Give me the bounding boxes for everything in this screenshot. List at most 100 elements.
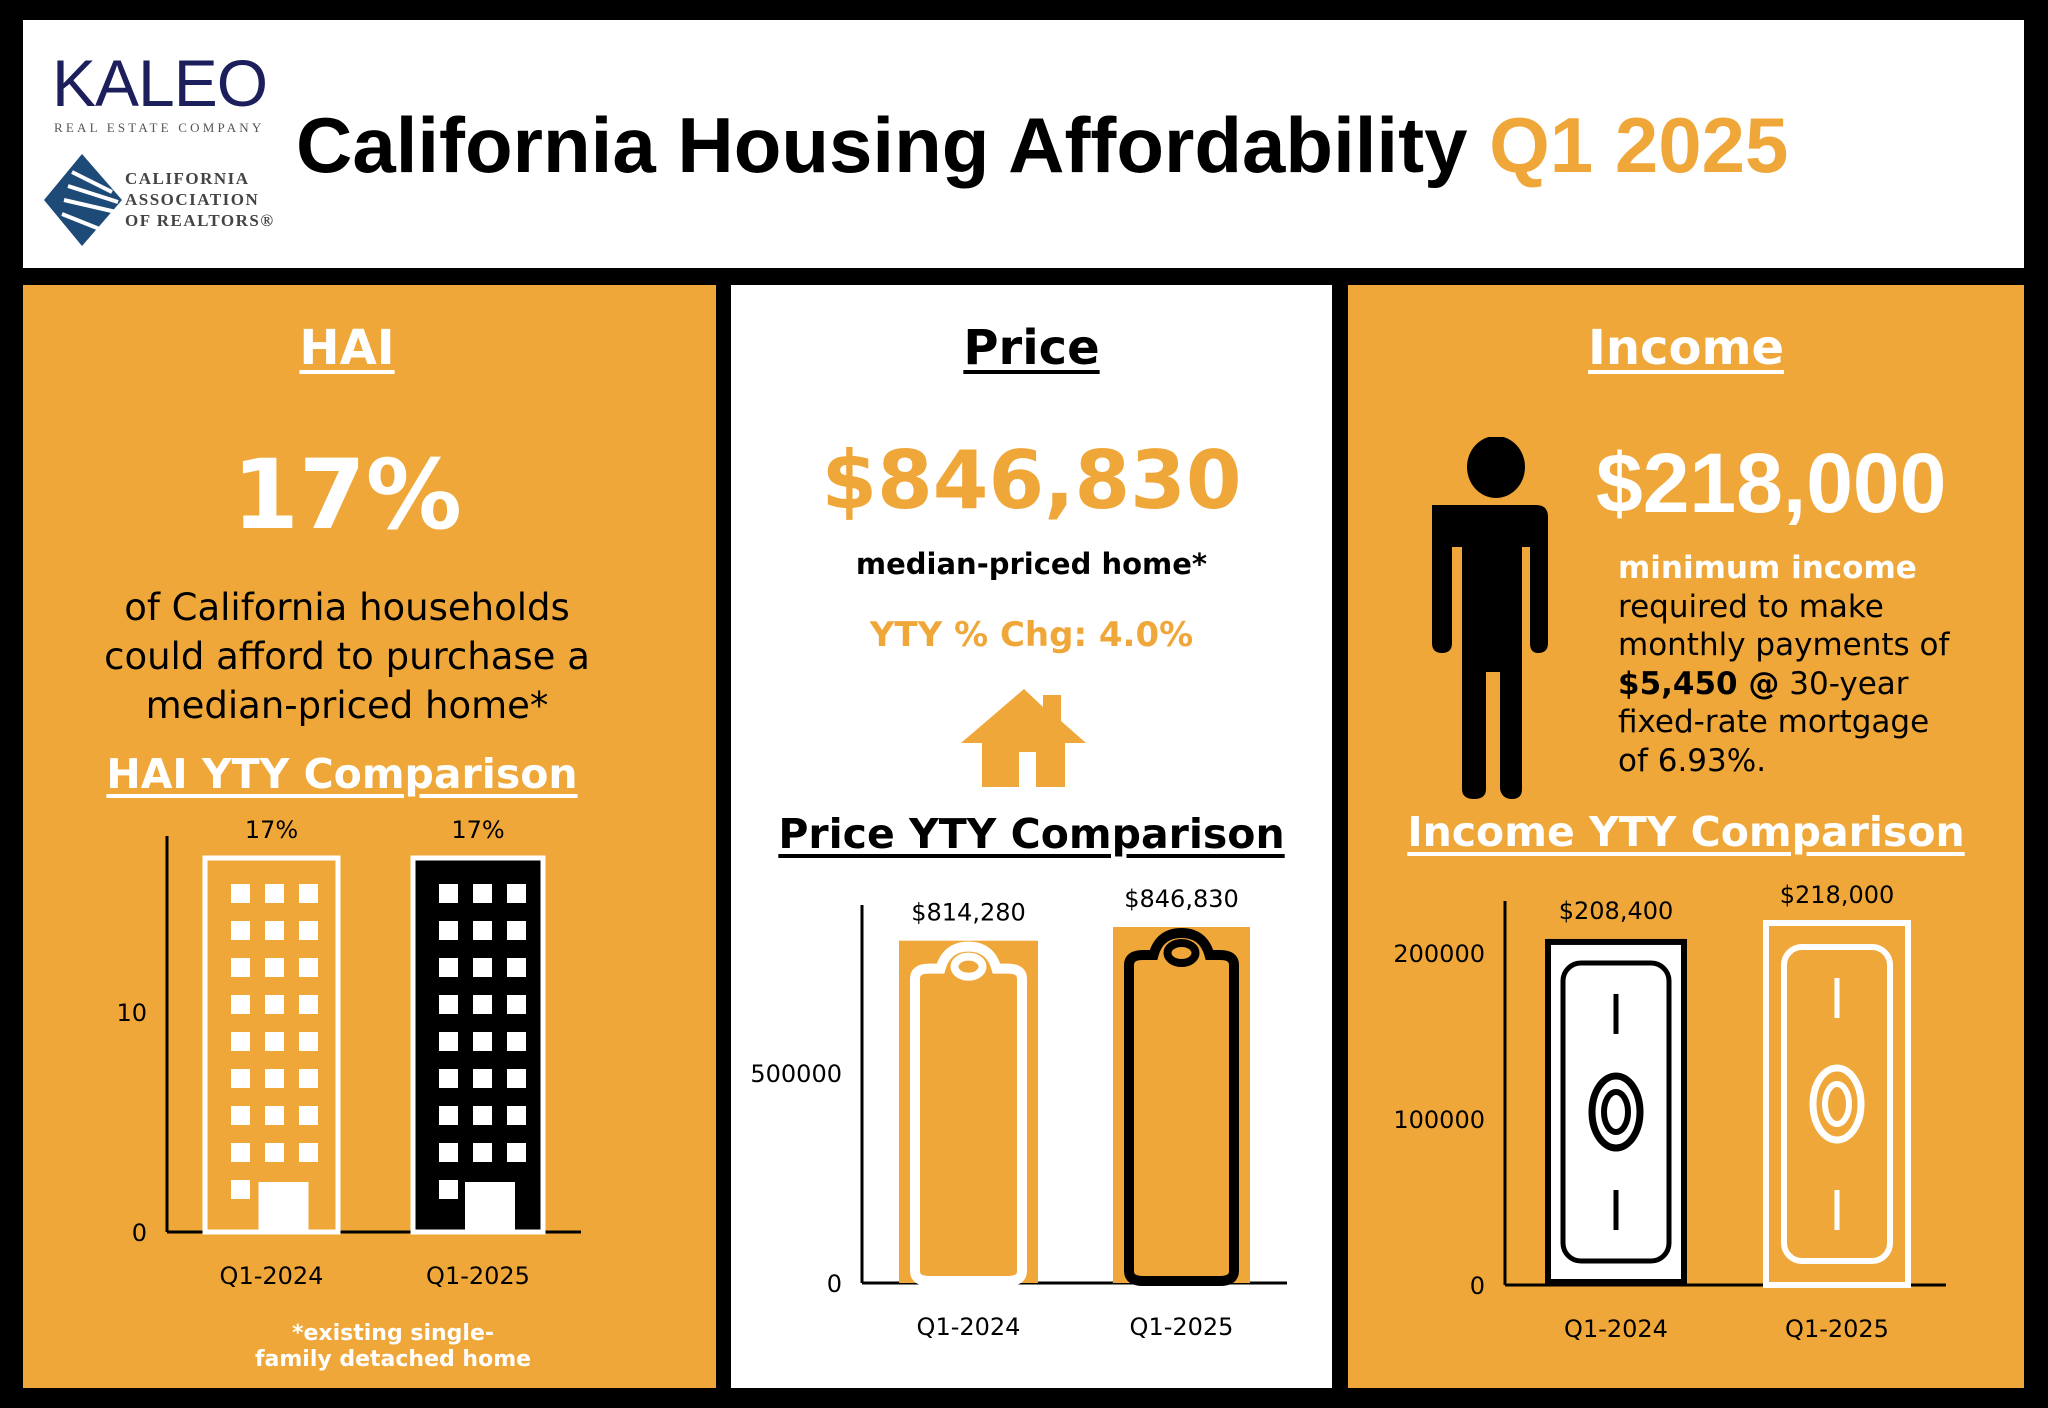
window (507, 921, 526, 940)
window (231, 1106, 250, 1125)
bar-Q1-2024 (202, 855, 341, 1235)
income-desc-line: 30-year (1779, 665, 1909, 702)
car-logo-line: CALIFORNIA (125, 169, 250, 188)
bill-seal (1588, 1072, 1644, 1152)
window (473, 958, 492, 977)
window (265, 921, 284, 940)
footnote-line: *existing single- (291, 1321, 495, 1346)
window (439, 1069, 458, 1088)
bill-seal-inner (1822, 1081, 1852, 1127)
dollar-bill-icon (1560, 960, 1672, 1264)
title-period: Q1 2025 (1489, 101, 1789, 189)
window (265, 1143, 284, 1162)
income-desc-line: monthly payments of (1618, 627, 1950, 663)
window (439, 958, 458, 977)
window (507, 958, 526, 977)
footnote-line: family detached home (254, 1347, 532, 1372)
x-tick-label: Q1-2025 (1785, 1315, 1889, 1343)
window (473, 1106, 492, 1125)
car-logo-line: OF REALTORS® (125, 211, 275, 230)
window (231, 1143, 250, 1162)
price-yty-change: YTY % Chg: 4.0% (869, 615, 1194, 655)
income-chart-title: Income YTY Comparison (1407, 808, 1965, 856)
window (265, 995, 284, 1014)
window (439, 995, 458, 1014)
hai-description-line: could afford to purchase a (104, 635, 590, 678)
bill-seal-inner (1601, 1088, 1631, 1135)
bar (1763, 920, 1911, 1288)
window (439, 884, 458, 903)
door (258, 1182, 309, 1232)
window (299, 1106, 318, 1125)
y-tick-label: 0 (827, 1270, 842, 1298)
window (439, 1143, 458, 1162)
window (507, 1032, 526, 1051)
window (265, 958, 284, 977)
bar (899, 940, 1038, 1283)
window (507, 1069, 526, 1088)
bar-Q1-2025 (1763, 920, 1911, 1288)
building-icon (439, 884, 526, 1232)
data-label: $208,400 (1559, 897, 1674, 925)
hai-value: 17% (232, 439, 462, 551)
income-desc-lead: minimum income (1618, 550, 1917, 586)
y-tick-label: 200000 (1393, 940, 1485, 968)
hai-heading: HAI (299, 320, 395, 376)
y-tick-label: 500000 (750, 1060, 842, 1088)
income-heading: Income (1587, 320, 1785, 376)
hai-description-line: median-priced home* (145, 684, 549, 727)
window (473, 884, 492, 903)
x-tick-label: Q1-2025 (1130, 1313, 1234, 1341)
y-tick-label: 0 (1470, 1272, 1485, 1300)
income-desc-line: required to make (1618, 588, 1884, 625)
kaleo-logo: KALEO (52, 46, 268, 120)
building-icon (231, 884, 318, 1232)
income-payment: $5,450 @ (1618, 665, 1780, 702)
window (231, 958, 250, 977)
hai-chart: 0 10 17% Q1-2024 17% Q1-2025 (116, 816, 581, 1290)
window (507, 1143, 526, 1162)
bar-Q1-2024 (1545, 938, 1687, 1285)
window (299, 1143, 318, 1162)
window (231, 921, 250, 940)
window (473, 1069, 492, 1088)
price-chart: 0 500000 $814,280 Q1-2024 $846,830 Q1-2025 (750, 885, 1287, 1341)
tag-hole (950, 952, 987, 981)
bill-seal (1809, 1064, 1865, 1144)
bill-inner (1781, 944, 1893, 1264)
car-logo-text: CALIFORNIA ASSOCIATION OF REALTORS® (125, 168, 275, 231)
car-logo-line: ASSOCIATION (125, 190, 260, 209)
window (265, 884, 284, 903)
hai-description: of California households could afford to… (23, 583, 671, 730)
data-label: 17% (245, 816, 298, 844)
hai-description-line: of California households (124, 586, 570, 629)
window (473, 1032, 492, 1051)
data-label: 17% (451, 816, 504, 844)
window (265, 1032, 284, 1051)
income-desc-line: fixed-rate mortgage (1618, 704, 1930, 740)
price-label: median-priced home* (855, 547, 1208, 581)
tag-outline (910, 941, 1027, 1286)
tag-outline (1124, 927, 1239, 1286)
income-chart: 0 100000 200000 $208,400 Q1-2024 $218,000 Q1-2… (1393, 881, 1946, 1343)
window (265, 1069, 284, 1088)
window (507, 995, 526, 1014)
header (23, 20, 2024, 268)
income-value: $218,000 (1596, 436, 1947, 530)
y-tick-label: 0 (132, 1219, 147, 1247)
data-label: $846,830 (1124, 885, 1239, 913)
window (265, 1106, 284, 1125)
window (439, 1032, 458, 1051)
bill-inner (1560, 960, 1672, 1264)
page-title: California Housing Affordability Q1 2025 (296, 100, 1788, 190)
x-tick-label: Q1-2024 (1564, 1315, 1668, 1343)
bar-Q1-2025 (1113, 927, 1250, 1286)
window (473, 1143, 492, 1162)
price-heading: Price (963, 320, 1100, 376)
window (231, 1180, 250, 1199)
income-desc-line: of 6.93%. (1618, 742, 1767, 779)
window (299, 921, 318, 940)
window (439, 1180, 458, 1199)
hai-footnote: *existing single- family detached home (243, 1321, 543, 1373)
